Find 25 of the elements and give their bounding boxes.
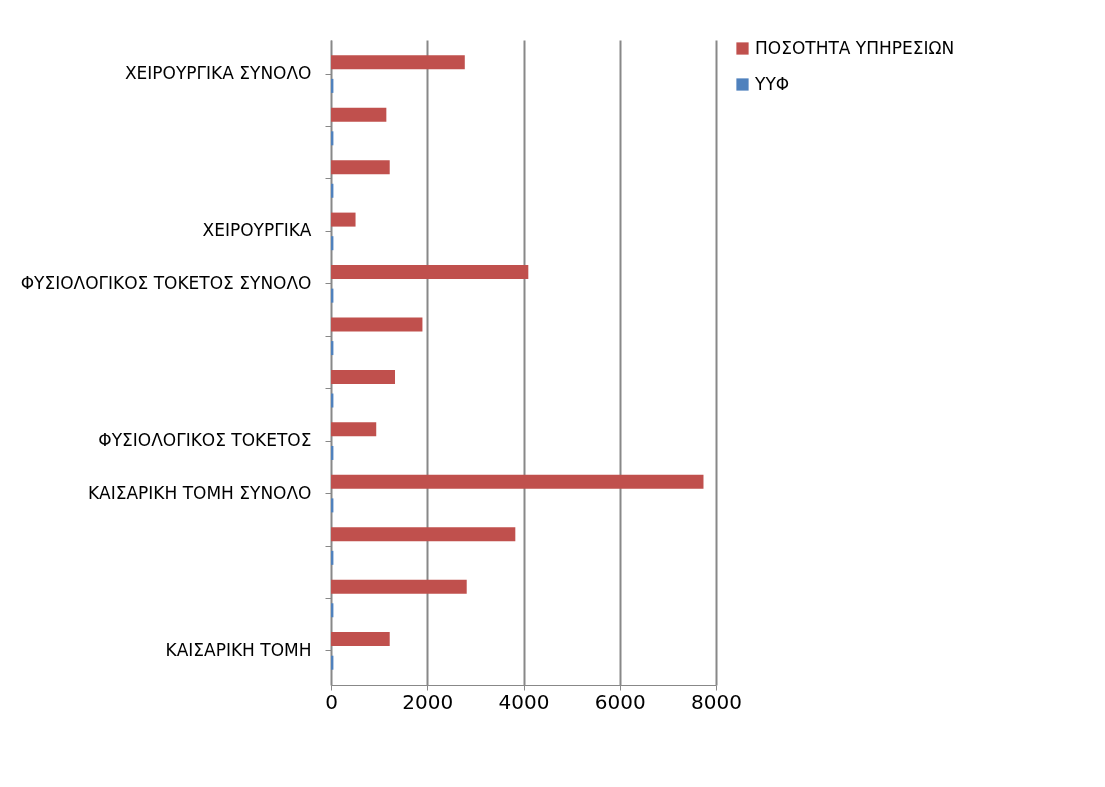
- bar: [331, 474, 704, 489]
- legend-label: ΠΟΣΟΤΗΤΑ ΥΠΗΡΕΣΙΩΝ: [755, 37, 955, 58]
- y-tick-label: ΚΑΙΣΑΡΙΚΗ ΤΟΜΗ ΣΥΝΟΛΟ: [87, 482, 312, 503]
- bar: [331, 632, 390, 647]
- bar: [331, 422, 377, 437]
- y-tick-label: ΚΑΙΣΑΡΙΚΗ ΤΟΜΗ: [165, 639, 312, 660]
- x-tick-label: 4000: [498, 689, 550, 714]
- x-tick-label: 0: [325, 689, 338, 714]
- y-tick-label: ΦΥΣΙΟΛΟΓΙΚΟΣ ΤΟΚΕΤΟΣ ΣΥΝΟΛΟ: [20, 272, 312, 293]
- bar: [331, 55, 465, 70]
- y-tick-label: ΦΥΣΙΟΛΟΓΙΚΟΣ ΤΟΚΕΤΟΣ: [98, 430, 312, 451]
- bar: [331, 527, 516, 542]
- legend-label: ΥΥΦ: [754, 73, 790, 94]
- y-tick-label: ΧΕΙΡΟΥΡΓΙΚΑ: [202, 220, 312, 241]
- bar: [331, 317, 423, 332]
- y-tick-label: ΧΕΙΡΟΥΡΓΙΚΑ ΣΥΝΟΛΟ: [124, 63, 312, 84]
- bar: [331, 212, 356, 227]
- bar: [331, 107, 387, 122]
- bar: [331, 579, 467, 594]
- x-tick-label: 2000: [402, 689, 454, 714]
- bar: [331, 369, 396, 384]
- x-tick-label: 8000: [691, 689, 742, 714]
- bar: [331, 160, 390, 175]
- x-tick-label: 6000: [594, 689, 646, 714]
- bar: [331, 265, 529, 280]
